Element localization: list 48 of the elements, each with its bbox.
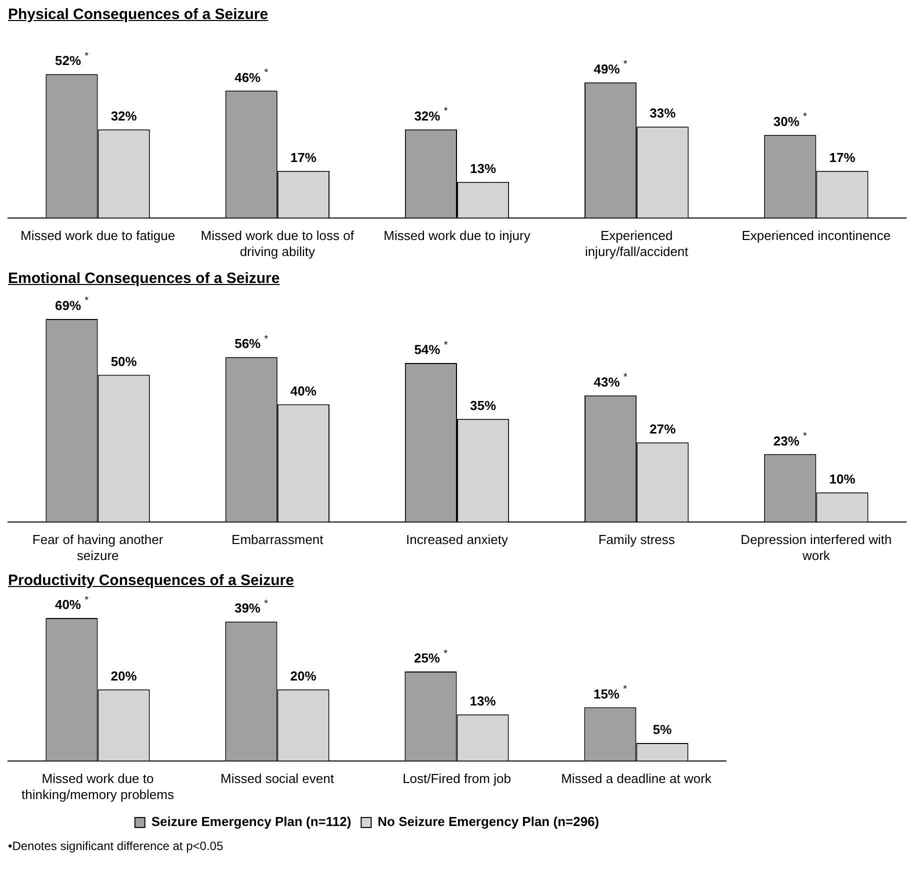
data-label: 20%: [110, 668, 138, 684]
x-tick-label: Embarrassment: [232, 532, 324, 548]
data-label: 10%: [829, 471, 856, 486]
chart-title: Physical Consequences of a Seizure: [8, 6, 270, 25]
data-label: 40% *: [54, 594, 89, 612]
x-tick-label: Missed work due to fatigue: [20, 228, 176, 244]
x-tick-label: Fear of having another seizure: [32, 532, 164, 563]
data-label: 30% *: [773, 112, 808, 129]
data-label: 27%: [650, 422, 676, 436]
chart-title: Emotional Consequences of a Seizure: [8, 270, 281, 289]
chart-title: Productivity Consequences of a Seizure: [8, 572, 295, 591]
data-label: 35%: [470, 398, 496, 413]
text: •Denotes significant difference at p<0.05: [8, 839, 224, 853]
x-tick-label: Missed a deadline at work: [561, 771, 712, 786]
data-label: 54% *: [414, 340, 448, 358]
data-label: 39% *: [234, 598, 268, 616]
data-label: 25% *: [414, 648, 448, 666]
data-label: 15% *: [593, 684, 628, 702]
data-label: 52% *: [54, 50, 89, 68]
data-label: 23% *: [773, 430, 808, 448]
data-label: 13%: [470, 693, 496, 708]
data-label: 17%: [829, 150, 856, 165]
x-tick-label: Lost/Fired from job: [402, 771, 511, 786]
data-label: 69% *: [54, 296, 89, 314]
x-tick-label: Missed work due to loss of driving ability: [200, 228, 354, 259]
x-tick-label: Missed work due to thinking/memory problems: [22, 771, 174, 802]
legend-label: Seizure Emergency Plan (n=112): [151, 814, 352, 830]
x-tick-label: Experienced incontinence: [742, 228, 891, 244]
data-label: 40%: [290, 383, 317, 398]
x-tick-label: Family stress: [598, 532, 676, 548]
data-label: 50%: [110, 354, 138, 369]
x-tick-label: Depression interfered with work: [740, 532, 892, 563]
data-label: 32%: [110, 108, 138, 124]
data-label: 49% *: [594, 59, 628, 76]
data-label: 17%: [290, 150, 317, 165]
data-label: 13%: [470, 160, 496, 176]
data-label: 33%: [650, 106, 676, 121]
data-label: 20%: [290, 668, 317, 684]
legend-label: No Seizure Emergency Plan (n=296): [378, 814, 600, 830]
data-label: 46% *: [234, 67, 268, 85]
x-tick-label: Experienced injury/fall/accident: [584, 228, 689, 259]
data-label: 5%: [652, 722, 672, 738]
x-tick-label: Missed social event: [220, 771, 334, 786]
x-tick-label: Increased anxiety: [406, 532, 508, 548]
data-label: 43% *: [594, 372, 628, 390]
data-label: 56% *: [234, 334, 268, 352]
data-label: 32% *: [414, 106, 448, 124]
x-tick-label: Missed work due to injury: [384, 228, 531, 244]
